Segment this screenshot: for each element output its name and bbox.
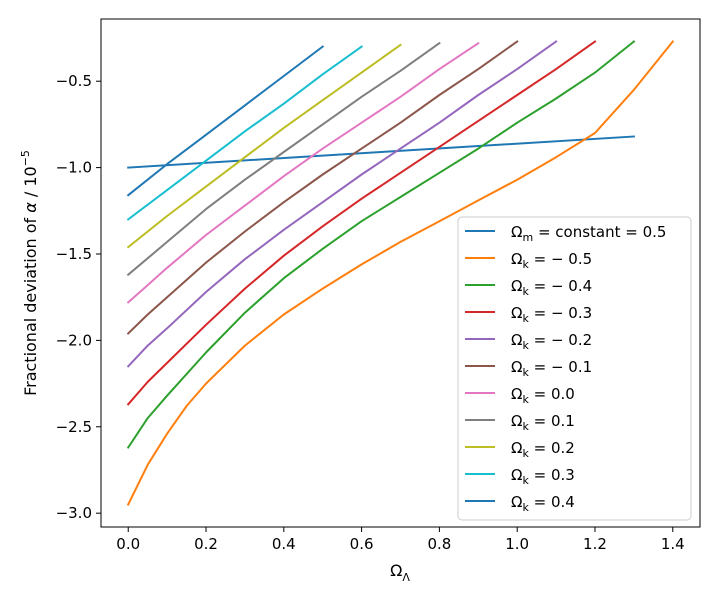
legend-label: Ωk = − 0.4 bbox=[511, 277, 592, 298]
y-axis-label: Fractional deviation of α / 10−5 bbox=[19, 150, 40, 396]
series-line-8 bbox=[126, 43, 402, 249]
x-tick-label: 0.2 bbox=[194, 535, 218, 553]
axis-ticks: 0.0 0.2 0.4 0.6 0.8 1.0 1.2 1.4 −3.0 −2.5 −2.0 −1.5… bbox=[56, 72, 685, 553]
legend: Ωm = constant = 0.5 Ωk = − 0.5 Ωk = − 0.4 Ω… bbox=[457, 216, 692, 521]
y-tick-label: −2.5 bbox=[56, 418, 92, 436]
x-tick-label: 1.0 bbox=[505, 535, 529, 553]
series-line-3 bbox=[126, 40, 597, 406]
legend-box bbox=[457, 216, 692, 521]
series-line-9 bbox=[126, 45, 363, 221]
plot-frame bbox=[100, 18, 701, 528]
y-tick-label: −1.5 bbox=[56, 245, 92, 263]
series-line-7 bbox=[126, 41, 441, 277]
series-line-5 bbox=[126, 40, 519, 335]
series-line-1 bbox=[126, 40, 675, 506]
legend-label: Ωk = 0.2 bbox=[511, 439, 575, 460]
legend-label: Ωk = 0.0 bbox=[511, 385, 575, 406]
legend-label: Ωk = − 0.2 bbox=[511, 331, 592, 352]
series-line-6 bbox=[126, 41, 480, 304]
series-lines bbox=[126, 40, 675, 506]
series-line-4 bbox=[126, 40, 558, 368]
x-tick-label: 0.8 bbox=[427, 535, 451, 553]
y-tick-label: −1.0 bbox=[56, 159, 92, 177]
x-tick-label: 1.4 bbox=[661, 535, 685, 553]
y-tick-label: −2.0 bbox=[56, 331, 92, 349]
legend-label: Ωk = 0.4 bbox=[511, 493, 575, 514]
legend-label: Ωk = 0.1 bbox=[511, 412, 575, 433]
x-tick-label: 1.2 bbox=[583, 535, 607, 553]
legend-label: Ωk = − 0.5 bbox=[511, 250, 592, 271]
series-line-10 bbox=[126, 45, 325, 197]
series-line-0 bbox=[127, 135, 635, 169]
x-axis-label: ΩΛ bbox=[390, 561, 410, 584]
legend-label: Ωk = 0.3 bbox=[511, 466, 575, 487]
legend-label: Ωk = − 0.3 bbox=[511, 304, 592, 325]
x-tick-label: 0.0 bbox=[116, 535, 140, 553]
x-tick-label: 0.4 bbox=[272, 535, 296, 553]
y-tick-label: −0.5 bbox=[56, 72, 92, 90]
legend-label: Ωm = constant = 0.5 bbox=[511, 223, 666, 244]
y-tick-label: −3.0 bbox=[56, 504, 92, 522]
x-tick-label: 0.6 bbox=[350, 535, 374, 553]
legend-label: Ωk = − 0.1 bbox=[511, 358, 592, 379]
series-line-2 bbox=[126, 40, 636, 449]
